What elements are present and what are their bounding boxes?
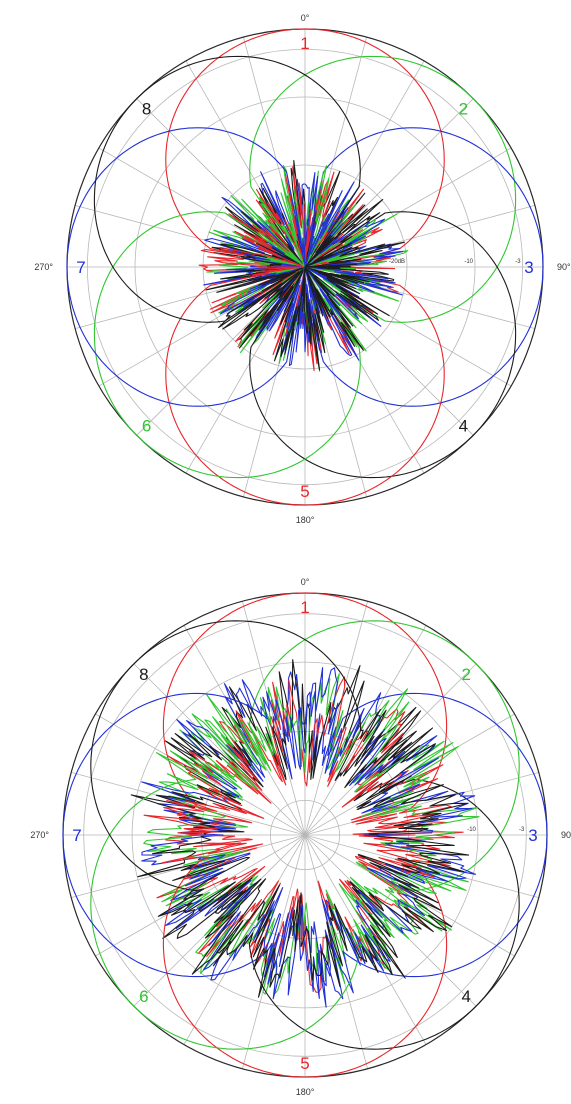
beam-pattern-5: [165, 166, 445, 506]
angle-tick-label: 180°: [296, 515, 315, 525]
angle-tick-label: 270°: [34, 262, 53, 272]
beam-label-1: 1: [300, 34, 309, 53]
beam-label-7: 7: [76, 258, 85, 277]
beam-label-8: 8: [142, 100, 151, 119]
beam-label-1: 1: [300, 598, 309, 617]
beam-pattern-7: [66, 127, 403, 407]
grid-spoke: [304, 625, 427, 836]
angle-tick-label: 0°: [301, 577, 310, 587]
beam-label-2: 2: [459, 100, 468, 119]
radial-tick-label: -10: [467, 827, 476, 833]
beam-label-3: 3: [524, 258, 533, 277]
grid-spoke: [133, 663, 306, 836]
beam-label-7: 7: [72, 826, 81, 845]
grid-spoke: [304, 772, 539, 836]
beam-label-5: 5: [300, 1054, 309, 1073]
beam-pattern-4: [205, 160, 517, 479]
beam-label-6: 6: [142, 416, 151, 435]
grid-spoke: [304, 98, 474, 268]
beam-label-5: 5: [300, 482, 309, 501]
beam-label-3: 3: [528, 826, 537, 845]
beam-pattern-8: [90, 620, 470, 998]
radial-tick-label: -3: [515, 259, 521, 265]
grid-spoke: [304, 713, 515, 836]
beam-label-2: 2: [461, 665, 470, 684]
beam-label-8: 8: [139, 665, 148, 684]
beam-pattern-8: [93, 55, 405, 371]
beam-pattern-3: [141, 671, 548, 1000]
beam-label-4: 4: [461, 987, 470, 1006]
radial-tick-label: -3: [519, 827, 525, 833]
beam-pattern-6: [90, 673, 480, 1050]
grid-spoke: [183, 834, 306, 1045]
grid-spoke: [304, 601, 368, 836]
grid-spoke: [304, 834, 515, 957]
grid-spoke: [133, 834, 306, 1007]
angle-tick-label: 90°: [561, 830, 571, 840]
beam-pattern-7: [62, 667, 476, 1008]
polar-chart-2: -10 -3 0° 90° 180° 270° 1 2 3 4 5 6 7 8: [30, 577, 571, 1097]
angle-tick-label: 180°: [296, 1087, 315, 1097]
beam-label-6: 6: [139, 987, 148, 1006]
angle-tick-label: 270°: [30, 830, 49, 840]
beam-label-4: 4: [459, 416, 468, 435]
angle-tick-label: 0°: [301, 13, 310, 23]
beam-pattern-5: [143, 676, 464, 1078]
polar-chart-1: -20dB -10 -3 0° 90° 180° 270° 1 2 3 4 5 6 7 8: [34, 13, 571, 525]
grid-spoke: [304, 663, 477, 836]
radial-tick-label: -20dB: [389, 259, 405, 265]
radial-tick-label: -10: [464, 259, 473, 265]
grid-spoke: [304, 147, 512, 268]
angle-tick-label: 90°: [557, 262, 571, 272]
beam-pattern-2: [143, 620, 520, 996]
